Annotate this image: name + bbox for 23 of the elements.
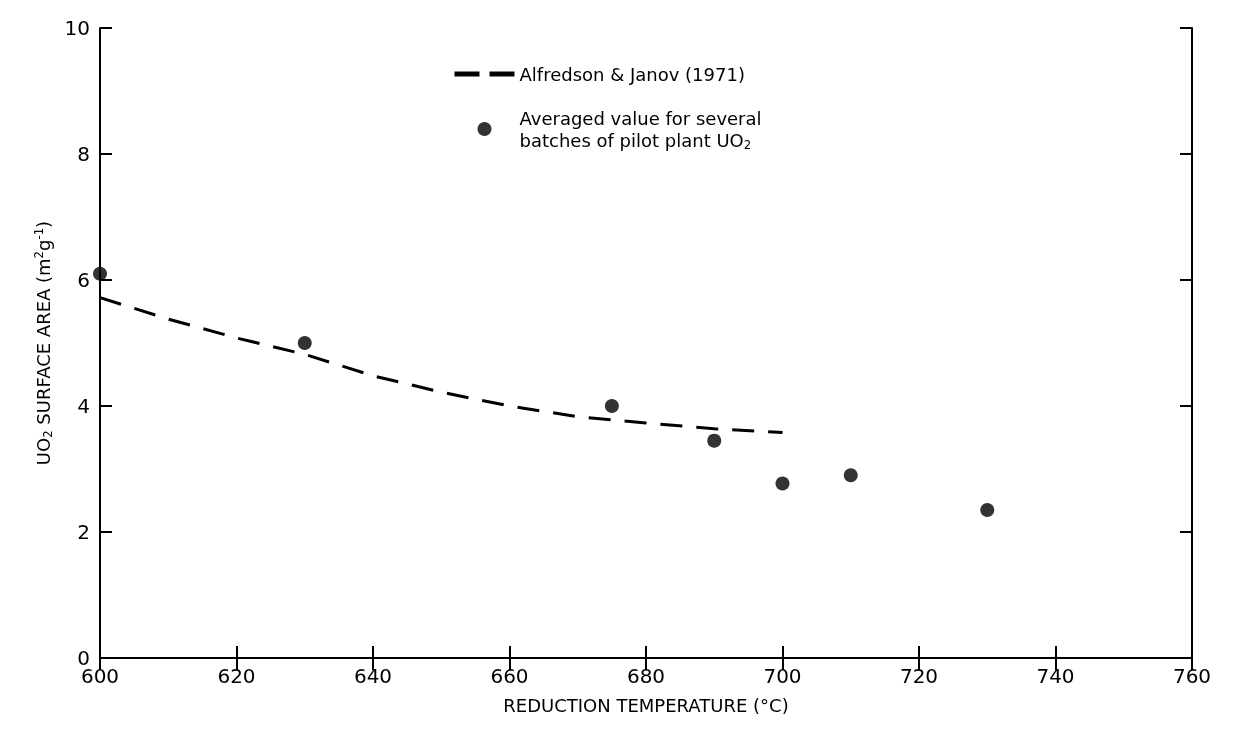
y-axis-title: UO2 SURFACE AREA (m2g-1): [31, 220, 55, 466]
point: [707, 433, 722, 448]
x-tick-label: 680: [626, 664, 666, 688]
x-tick-label: 660: [490, 664, 529, 688]
point: [93, 266, 107, 281]
x-tick-label: 640: [353, 664, 393, 688]
point: [297, 336, 312, 350]
x-tick-label: 700: [763, 664, 802, 688]
point: [775, 476, 790, 491]
point: [980, 502, 995, 517]
x-tick-label: 760: [1172, 664, 1212, 688]
x-axis-title: REDUCTION TEMPERATURE (°C): [503, 694, 789, 716]
point: [604, 399, 619, 413]
x-tick-label: 740: [1036, 664, 1075, 688]
y-tick-label: 10: [64, 16, 90, 40]
y-tick-label: 8: [77, 142, 90, 166]
y-tick-label: 6: [77, 268, 90, 292]
y-tick-label: 4: [77, 394, 90, 418]
x-tick-label: 620: [217, 664, 256, 688]
legend-label: Alfredson & Janov (1971): [519, 63, 745, 85]
x-tick-label: 720: [899, 664, 939, 688]
y-tick-label: 2: [77, 520, 90, 544]
point: [843, 468, 858, 483]
